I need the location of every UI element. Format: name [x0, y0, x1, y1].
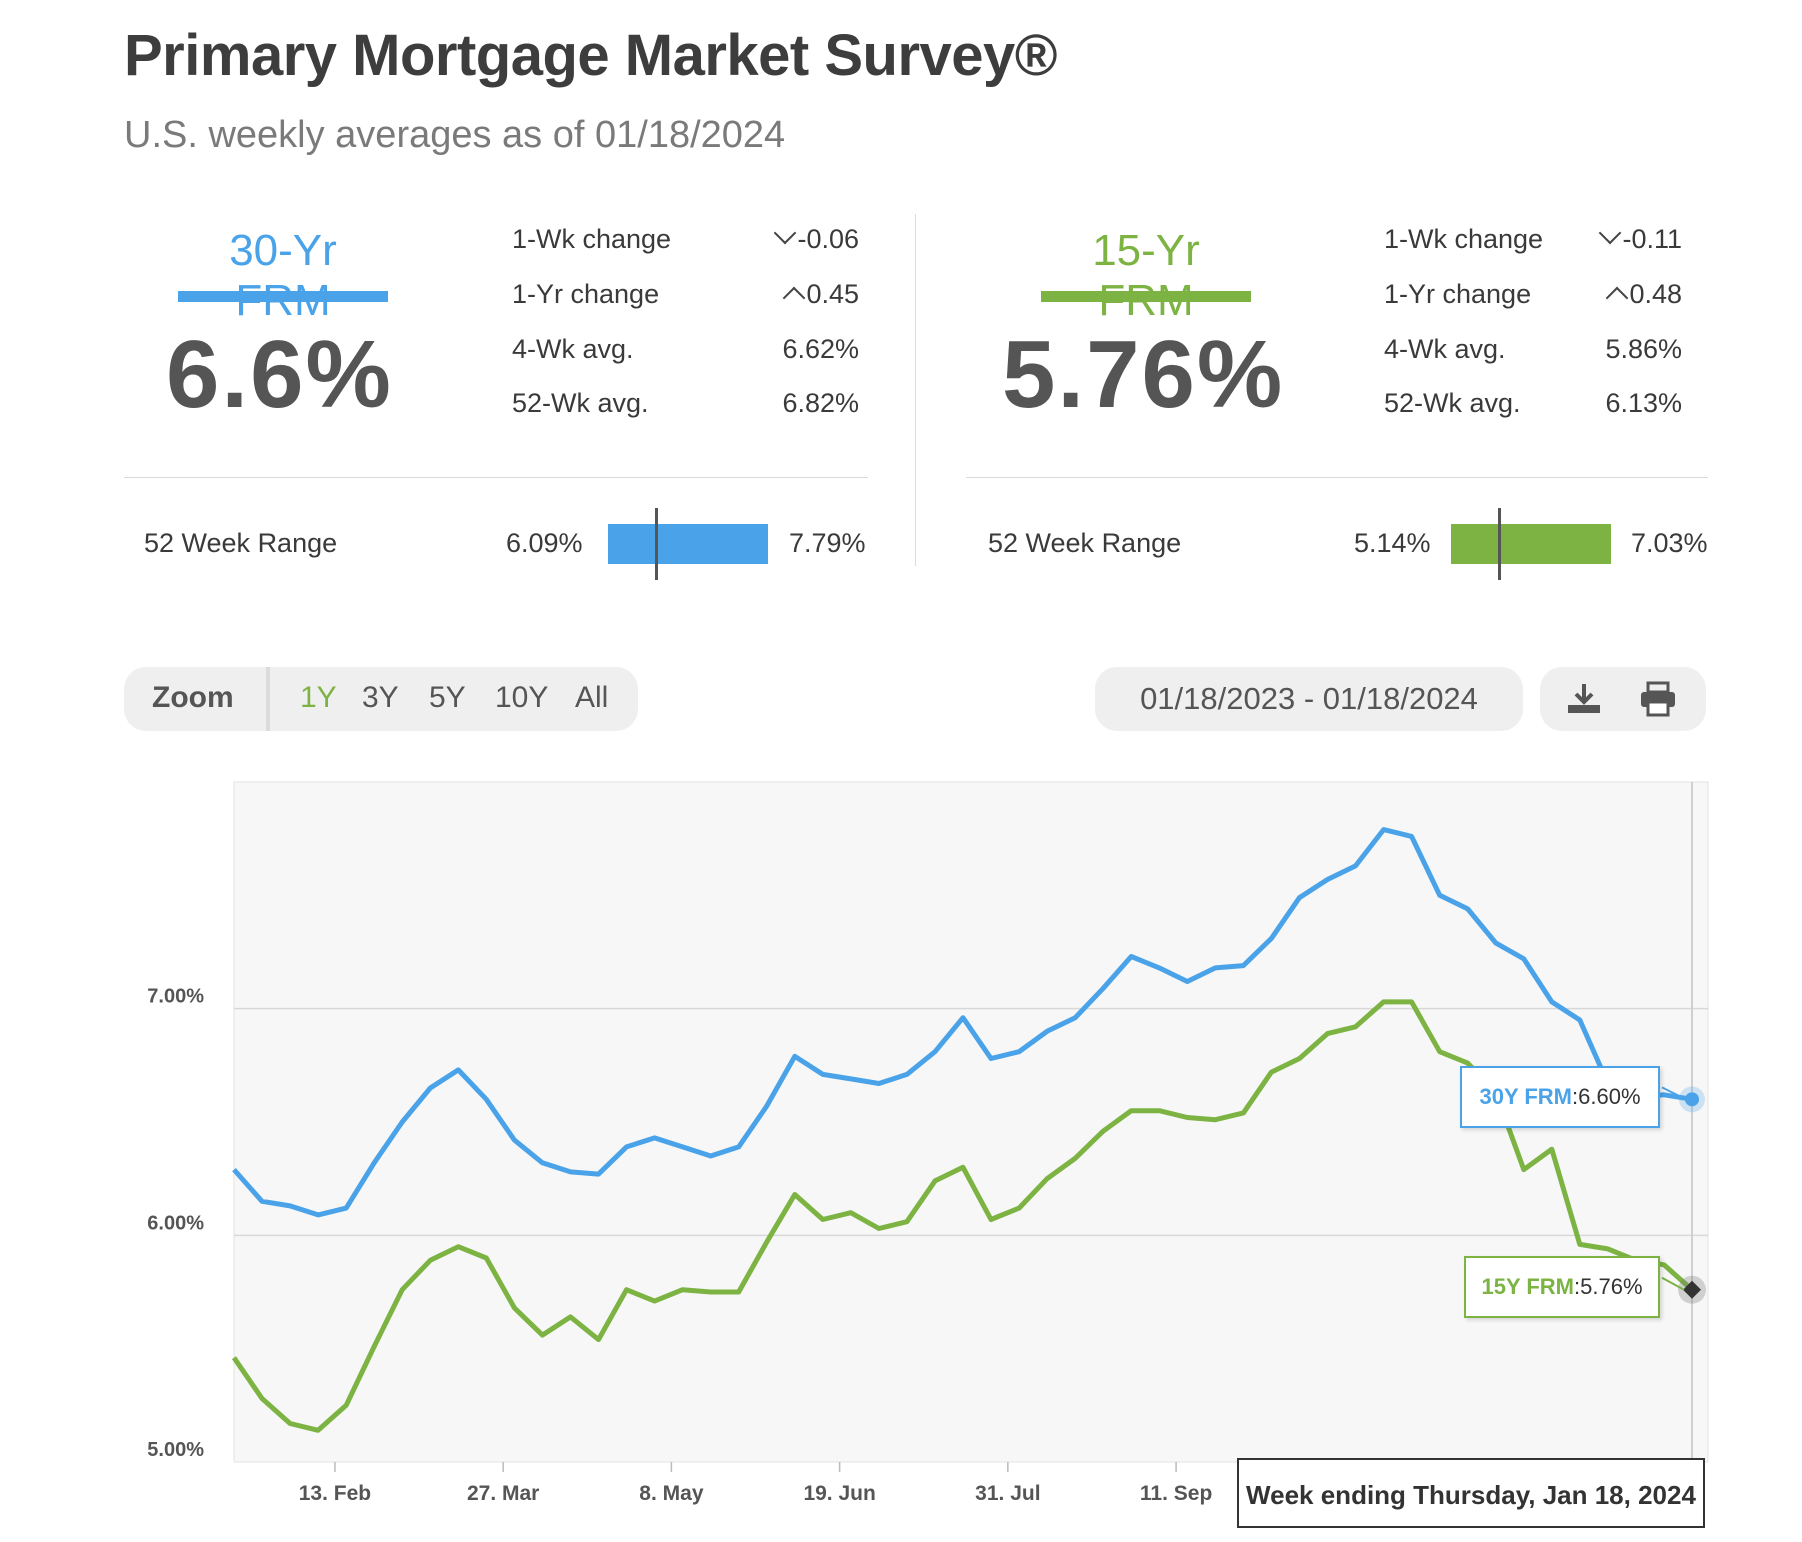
frm15-wk-change: -0.11 — [1542, 221, 1682, 255]
arrow-down-icon — [774, 221, 797, 245]
frm15-divider — [966, 477, 1708, 478]
arrow-up-icon — [1606, 286, 1629, 310]
frm15-avg52-label: 52-Wk avg. — [1384, 388, 1521, 418]
frm15-range-marker — [1498, 508, 1501, 580]
y-tick-label: 5.00% — [147, 1439, 204, 1461]
frm15-avg4: 5.86% — [1605, 334, 1682, 364]
zoom-1y-button[interactable]: 1Y — [300, 681, 337, 714]
x-axis-tooltip: Week ending Thursday, Jan 18, 2024 — [1237, 1458, 1705, 1528]
frm30-underline — [178, 291, 388, 302]
frm30-wk-change: -0.06 — [719, 221, 859, 255]
tooltip-15y-value: 5.76% — [1580, 1274, 1643, 1299]
frm30-avg4: 6.62% — [782, 334, 859, 364]
frm30-avg52: 6.82% — [782, 388, 859, 418]
zoom-10y-button[interactable]: 10Y — [495, 681, 549, 714]
frm30-range-label: 52 Week Range — [144, 528, 338, 558]
rate-chart: 5.00% 6.00% 7.00% 13. Feb 27. Mar 8. May 19. J… — [147, 781, 1709, 1505]
x-tick-label: 19. Jun — [803, 1482, 875, 1505]
frm30-wk-change-label: 1-Wk change — [512, 224, 672, 254]
zoom-5y-button[interactable]: 5Y — [429, 681, 466, 714]
frm15-yr-change: 0.48 — [1542, 279, 1682, 310]
series-line-30y — [232, 827, 1693, 1218]
tooltip-15y: 15Y FRM:5.76% — [1464, 1256, 1660, 1318]
page-subtitle: U.S. weekly averages as of 01/18/2024 — [124, 114, 786, 156]
frm15-underline — [1041, 291, 1251, 302]
frm30-range-bar — [608, 524, 768, 564]
tooltip-30y-value: 6.60% — [1578, 1084, 1641, 1109]
frm30-range-marker — [655, 508, 658, 580]
date-range-display[interactable]: 01/18/2023 - 01/18/2024 — [1095, 667, 1523, 731]
frm30-avg52-label: 52-Wk avg. — [512, 388, 649, 418]
frm30-rate: 6.6% — [166, 321, 393, 428]
x-tick-label: 13. Feb — [299, 1482, 371, 1505]
frm30-yr-change-label: 1-Yr change — [512, 279, 660, 309]
chart-tools — [1540, 667, 1706, 731]
frm15-card: 15-Yr FRM 5.76% 1-Wk change -0.11 1-Yr c… — [966, 212, 1716, 582]
zoom-label: Zoom — [152, 681, 234, 714]
page-title: Primary Mortgage Market Survey® — [124, 23, 1058, 88]
tooltip-30y-name: 30Y FRM — [1479, 1084, 1572, 1109]
arrow-down-icon — [1599, 221, 1622, 245]
frm15-range-low: 5.14% — [1354, 528, 1431, 558]
frm15-wk-change-label: 1-Wk change — [1384, 224, 1544, 254]
zoom-3y-button[interactable]: 3Y — [362, 681, 399, 714]
x-tick-label: 31. Jul — [975, 1482, 1040, 1505]
frm15-avg4-label: 4-Wk avg. — [1384, 334, 1506, 364]
printer-icon[interactable] — [1638, 681, 1678, 717]
frm30-name: 30-Yr FRM — [229, 226, 337, 325]
tooltip-15y-name: 15Y FRM — [1481, 1274, 1574, 1299]
series-line-15y — [231, 999, 1694, 1433]
zoom-separator — [266, 667, 270, 731]
frm30-card: 30-Yr FRM 6.6% 1-Wk change -0.06 1-Yr ch… — [124, 212, 874, 582]
tooltip-30y: 30Y FRM:6.60% — [1460, 1066, 1660, 1128]
frm15-name: 15-Yr FRM — [1092, 226, 1200, 325]
frm30-yr-change: 0.45 — [719, 279, 859, 310]
marker-30y — [1685, 1092, 1699, 1107]
arrow-up-icon — [783, 286, 806, 310]
zoom-bar: Zoom 1Y 3Y 5Y 10Y All — [124, 667, 638, 731]
marker-15y — [1683, 1280, 1701, 1299]
frm15-avg52: 6.13% — [1605, 388, 1682, 418]
frm30-divider — [124, 477, 868, 478]
frm30-avg4-label: 4-Wk avg. — [512, 334, 634, 364]
frm15-rate: 5.76% — [1002, 321, 1285, 428]
x-tick-label: 11. Sep — [1140, 1482, 1212, 1505]
cards-divider — [915, 214, 916, 566]
x-tick-label: 8. May — [639, 1482, 704, 1505]
frm30-range-high: 7.79% — [789, 528, 866, 558]
x-tick-label: 27. Mar — [467, 1482, 539, 1505]
frm15-range-bar — [1451, 524, 1611, 564]
frm15-range-label: 52 Week Range — [988, 528, 1182, 558]
frm15-range-high: 7.03% — [1631, 528, 1708, 558]
download-icon[interactable] — [1564, 681, 1604, 717]
frm30-range-low: 6.09% — [506, 528, 583, 558]
y-tick-label: 6.00% — [147, 1212, 204, 1234]
y-tick-label: 7.00% — [147, 986, 204, 1008]
frm15-yr-change-label: 1-Yr change — [1384, 279, 1532, 309]
tooltip-15y-connector — [1661, 1276, 1685, 1291]
tooltip-30y-connector — [1661, 1086, 1687, 1101]
zoom-all-button[interactable]: All — [575, 681, 609, 714]
